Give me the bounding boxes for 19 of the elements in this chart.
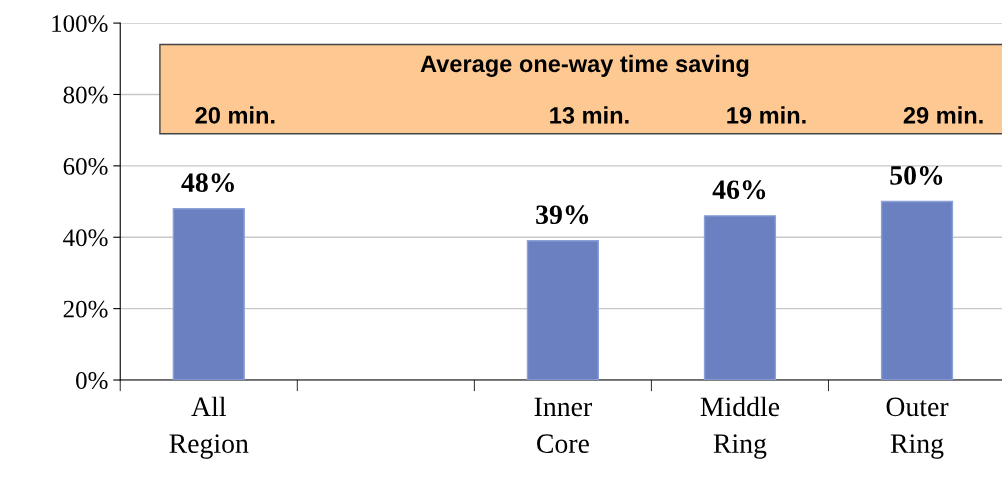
annotation: 19 min.: [727, 106, 806, 124]
y-tick-label: 20%: [63, 300, 108, 318]
y-tick-label: 80%: [63, 86, 108, 104]
annotation: 13 min.: [550, 106, 629, 124]
y-tick-label: 60%: [63, 157, 108, 175]
y-tick-label: 100%: [52, 15, 108, 33]
x-tick-label: Middle Ring: [700, 396, 780, 459]
x-tick-label: All Region: [169, 396, 249, 459]
annotation: 20 min.: [195, 106, 275, 124]
data-label: 46%: [712, 180, 766, 200]
data-label: 48%: [181, 173, 234, 193]
y-tick-label: 40%: [63, 229, 108, 247]
annotation: Average one-way time saving: [420, 54, 749, 77]
annotation: 29 min.: [903, 106, 983, 124]
y-tick-label: 0%: [76, 372, 108, 390]
x-tick-label: Outer Ring: [886, 397, 949, 459]
data-label: 50%: [890, 166, 943, 185]
data-label: 39%: [536, 205, 589, 225]
x-tick-label: Inner Core: [534, 397, 592, 453]
